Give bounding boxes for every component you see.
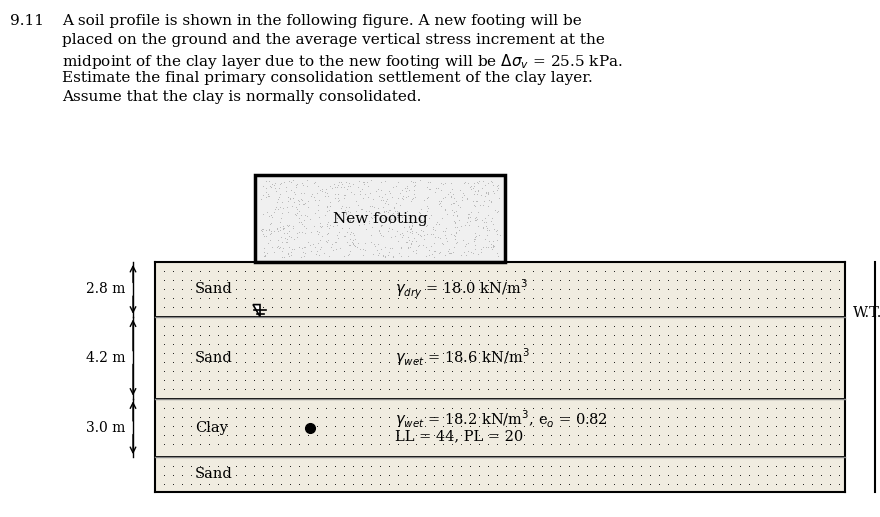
Bar <box>155 399 845 457</box>
Text: Sand: Sand <box>195 351 232 364</box>
Text: Assume that the clay is normally consolidated.: Assume that the clay is normally consoli… <box>62 90 422 104</box>
Text: 3.0 m: 3.0 m <box>85 421 125 435</box>
Text: 9.11: 9.11 <box>10 14 44 28</box>
Text: Estimate the final primary consolidation settlement of the clay layer.: Estimate the final primary consolidation… <box>62 71 593 85</box>
Text: 2.8 m: 2.8 m <box>85 282 125 296</box>
Text: New footing: New footing <box>333 211 428 225</box>
Polygon shape <box>253 305 260 316</box>
Text: A soil profile is shown in the following figure. A new footing will be: A soil profile is shown in the following… <box>62 14 582 28</box>
Text: $\mathit{\gamma}_{wet}$ = 18.2 kN/m$^3$, e$_o$ = 0.82: $\mathit{\gamma}_{wet}$ = 18.2 kN/m$^3$,… <box>395 408 608 430</box>
Text: $\mathit{\gamma}_{wet}$ = 18.6 kN/m$^3$: $\mathit{\gamma}_{wet}$ = 18.6 kN/m$^3$ <box>395 347 530 369</box>
Text: Clay: Clay <box>195 421 228 435</box>
Text: midpoint of the clay layer due to the new footing will be $\Delta\sigma_v$ = 25.: midpoint of the clay layer due to the ne… <box>62 52 623 71</box>
Text: W.T.: W.T. <box>853 306 880 320</box>
Bar <box>155 457 845 492</box>
Bar <box>155 262 845 316</box>
Text: Sand: Sand <box>195 282 232 296</box>
Text: LL = 44, PL = 20: LL = 44, PL = 20 <box>395 430 524 444</box>
Text: Sand: Sand <box>195 467 232 481</box>
Text: placed on the ground and the average vertical stress increment at the: placed on the ground and the average ver… <box>62 33 605 47</box>
Text: $\mathit{\gamma}_{dry}$ = 18.0 kN/m$^3$: $\mathit{\gamma}_{dry}$ = 18.0 kN/m$^3$ <box>395 278 528 301</box>
Text: 4.2 m: 4.2 m <box>85 351 125 364</box>
Bar <box>255 175 505 262</box>
Bar <box>155 316 845 399</box>
